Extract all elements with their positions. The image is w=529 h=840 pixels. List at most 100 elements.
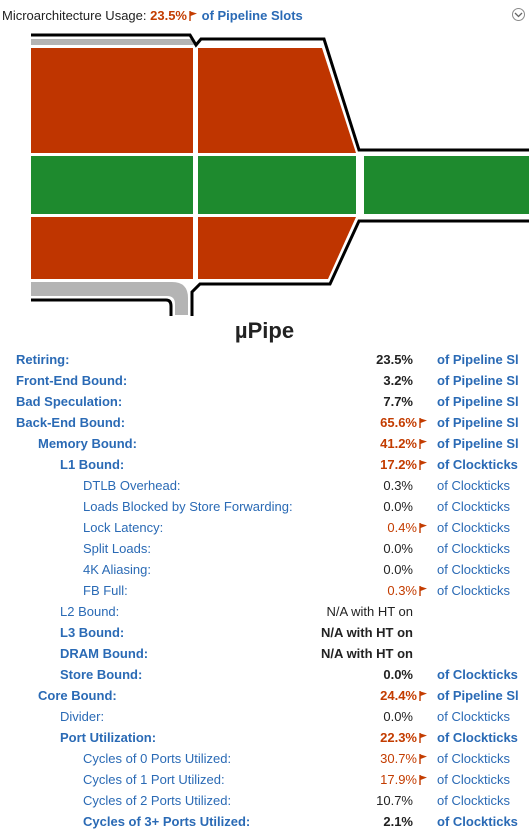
metric-row-back-end-bound: Back-End Bound: 65.6% of Pipeline Sl	[0, 413, 529, 433]
metric-value-text: 0.4%	[387, 520, 417, 535]
metric-unit-memory-bound[interactable]: of Pipeline Sl	[437, 436, 519, 451]
metric-name-retiring[interactable]: Retiring:	[16, 352, 70, 367]
metric-unit-l1-bound[interactable]: of Clockticks	[437, 457, 518, 472]
metric-unit-4k-aliasing[interactable]: of Clockticks	[437, 562, 510, 577]
microarchitecture-usage-unit[interactable]: of Pipeline Slots	[201, 8, 303, 23]
metric-row-dram-bound: DRAM Bound: N/A with HT on	[0, 644, 529, 664]
upipe-front-end-segment	[31, 39, 194, 45]
panel-header: Microarchitecture Usage: 23.5% of Pipeli…	[0, 0, 529, 30]
metric-value-text: N/A with HT on	[321, 646, 413, 661]
metric-name-cycles-0-ports[interactable]: Cycles of 0 Ports Utilized:	[83, 751, 232, 766]
metric-name-bad-speculation[interactable]: Bad Speculation:	[16, 394, 123, 409]
metric-unit-back-end-bound[interactable]: of Pipeline Sl	[437, 415, 519, 430]
metric-row-cycles-0-ports: Cycles of 0 Ports Utilized: 30.7% of Clock…	[0, 749, 529, 769]
metric-name-fb-full[interactable]: FB Full:	[83, 583, 128, 598]
metric-value-split-loads: 0.0%	[383, 539, 413, 559]
metric-value-l3-bound: N/A with HT on	[321, 623, 413, 643]
flag-icon	[419, 586, 427, 596]
metric-unit-divider[interactable]: of Clockticks	[437, 709, 510, 724]
metric-row-dtlb-overhead: DTLB Overhead: 0.3% of Clockticks	[0, 476, 529, 496]
metric-unit-cycles-3plus-ports[interactable]: of Clockticks	[437, 814, 518, 829]
metric-value-text: 0.0%	[383, 667, 413, 682]
metric-name-4k-aliasing[interactable]: 4K Aliasing:	[83, 562, 151, 577]
metric-value-text: 23.5%	[376, 352, 413, 367]
metric-value-cycles-1-port: 17.9%	[380, 770, 428, 790]
metric-value-text: 17.9%	[380, 772, 417, 787]
metric-name-back-end-bound[interactable]: Back-End Bound:	[16, 415, 126, 430]
metric-value-text: 65.6%	[380, 415, 417, 430]
metric-row-lock-latency: Lock Latency: 0.4% of Clockticks	[0, 518, 529, 538]
metric-unit-retiring[interactable]: of Pipeline Sl	[437, 352, 519, 367]
flag-icon	[419, 691, 427, 701]
metric-name-front-end-bound[interactable]: Front-End Bound:	[16, 373, 128, 388]
upipe-outline-bottom	[31, 219, 529, 316]
metric-unit-cycles-0-ports[interactable]: of Clockticks	[437, 751, 510, 766]
metric-value-text: 3.2%	[383, 373, 413, 388]
metric-value-bad-speculation: 7.7%	[383, 392, 413, 412]
upipe-diagram	[31, 33, 529, 316]
metric-row-cycles-1-port: Cycles of 1 Port Utilized: 17.9% of Clockt…	[0, 770, 529, 790]
upipe-stall-segment-left-bottom	[31, 217, 193, 279]
metric-unit-cycles-2-ports[interactable]: of Clockticks	[437, 793, 510, 808]
metric-value-dram-bound: N/A with HT on	[321, 644, 413, 664]
upipe-stall-segment-mid-bottom	[198, 217, 356, 279]
metric-name-divider[interactable]: Divider:	[60, 709, 105, 724]
metric-unit-loads-blocked[interactable]: of Clockticks	[437, 499, 510, 514]
metric-name-l1-bound[interactable]: L1 Bound:	[60, 457, 125, 472]
metric-value-text: N/A with HT on	[326, 604, 413, 619]
metric-unit-dtlb-overhead[interactable]: of Clockticks	[437, 478, 510, 493]
metric-name-lock-latency[interactable]: Lock Latency:	[83, 520, 164, 535]
flag-icon	[419, 754, 427, 764]
metric-unit-core-bound[interactable]: of Pipeline Sl	[437, 688, 519, 703]
metric-name-memory-bound[interactable]: Memory Bound:	[38, 436, 137, 451]
metric-value-text: 17.2%	[380, 457, 417, 472]
metric-name-cycles-2-ports[interactable]: Cycles of 2 Ports Utilized:	[83, 793, 232, 808]
metric-unit-fb-full[interactable]: of Clockticks	[437, 583, 510, 598]
metric-value-text: 41.2%	[380, 436, 417, 451]
metric-row-l2-bound: L2 Bound: N/A with HT on	[0, 602, 529, 622]
flag-icon	[419, 523, 427, 533]
chevron-down-icon	[514, 12, 523, 17]
metric-name-dram-bound[interactable]: DRAM Bound:	[60, 646, 149, 661]
metric-value-lock-latency: 0.4%	[387, 518, 428, 538]
metric-value-l2-bound: N/A with HT on	[327, 602, 413, 622]
upipe-retiring-segment-left	[31, 156, 193, 214]
metric-unit-cycles-1-port[interactable]: of Clockticks	[437, 772, 510, 787]
metric-unit-store-bound[interactable]: of Clockticks	[437, 667, 518, 682]
metric-name-loads-blocked[interactable]: Loads Blocked by Store Forwarding:	[83, 499, 293, 514]
metric-unit-front-end-bound[interactable]: of Pipeline Sl	[437, 373, 519, 388]
metric-value-text: 0.0%	[383, 541, 413, 556]
metric-name-dtlb-overhead[interactable]: DTLB Overhead:	[83, 478, 181, 493]
metric-unit-bad-speculation[interactable]: of Pipeline Sl	[437, 394, 519, 409]
metric-name-store-bound[interactable]: Store Bound:	[60, 667, 143, 682]
metric-row-store-bound: Store Bound: 0.0% of Clockticks	[0, 665, 529, 685]
metric-value-store-bound: 0.0%	[383, 665, 413, 685]
metric-value-fb-full: 0.3%	[387, 581, 428, 601]
metric-row-divider: Divider: 0.0% of Clockticks	[0, 707, 529, 727]
upipe-title: µPipe	[234, 318, 295, 343]
metric-value-loads-blocked: 0.0%	[383, 497, 413, 517]
metric-value-divider: 0.0%	[383, 707, 413, 727]
collapse-button[interactable]	[512, 8, 525, 21]
metric-name-core-bound[interactable]: Core Bound:	[38, 688, 117, 703]
upipe-outline-top	[31, 33, 529, 152]
metric-unit-lock-latency[interactable]: of Clockticks	[437, 520, 510, 535]
metric-value-cycles-3plus-ports: 2.1%	[383, 812, 413, 832]
metric-unit-port-utilization[interactable]: of Clockticks	[437, 730, 518, 745]
metric-name-cycles-3plus-ports[interactable]: Cycles of 3+ Ports Utilized:	[83, 814, 251, 829]
metric-name-l3-bound[interactable]: L3 Bound:	[60, 625, 125, 640]
metric-name-split-loads[interactable]: Split Loads:	[83, 541, 151, 556]
metric-value-text: 0.0%	[383, 499, 413, 514]
flag-icon	[419, 418, 427, 428]
metric-value-text: 0.3%	[387, 583, 417, 598]
upipe-stall-segment-left-top	[31, 48, 193, 153]
metric-name-port-utilization[interactable]: Port Utilization:	[60, 730, 157, 745]
metric-value-core-bound: 24.4%	[380, 686, 428, 706]
metric-value-memory-bound: 41.2%	[380, 434, 428, 454]
metric-unit-split-loads[interactable]: of Clockticks	[437, 541, 510, 556]
metric-value-text: 30.7%	[380, 751, 417, 766]
metric-value-cycles-0-ports: 30.7%	[380, 749, 428, 769]
metric-name-l2-bound[interactable]: L2 Bound:	[60, 604, 120, 619]
metric-name-cycles-1-port[interactable]: Cycles of 1 Port Utilized:	[83, 772, 225, 787]
upipe-retiring-segment-mid	[198, 156, 356, 214]
